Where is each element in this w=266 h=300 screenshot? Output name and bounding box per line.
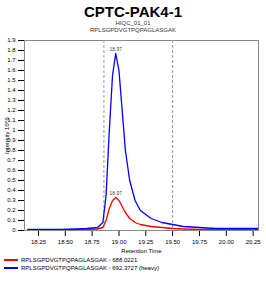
svg-text:1.2: 1.2	[7, 107, 16, 113]
svg-text:19.75: 19.75	[192, 239, 208, 245]
svg-text:20.00: 20.00	[219, 239, 235, 245]
svg-text:18.25: 18.25	[31, 239, 47, 245]
svg-text:0.7: 0.7	[7, 157, 16, 163]
svg-text:18.75: 18.75	[85, 239, 101, 245]
svg-text:19.50: 19.50	[165, 239, 181, 245]
svg-text:Retention Time: Retention Time	[121, 248, 162, 254]
svg-text:18.97: 18.97	[109, 46, 122, 52]
svg-text:1.1: 1.1	[7, 117, 16, 124]
svg-text:0.5: 0.5	[7, 177, 16, 183]
html-text:CPTC-PAK4-1: CPTC-PAK4-1	[84, 3, 182, 20]
svg-text:19.00: 19.00	[111, 239, 127, 245]
svg-text:1.8: 1.8	[7, 47, 16, 53]
svg-text:1.4: 1.4	[7, 87, 16, 93]
svg-text:0.6: 0.6	[7, 167, 16, 173]
svg-text:1.5: 1.5	[7, 77, 16, 83]
svg-text:Intensity 10^6: Intensity 10^6	[4, 116, 10, 154]
svg-text:0.1: 0.1	[7, 217, 16, 223]
svg-text:1.7: 1.7	[7, 57, 16, 63]
html-text:RPLSGPDVGTPQPAGLASGAK: RPLSGPDVGTPQPAGLASGAK	[90, 27, 176, 33]
svg-text:18.50: 18.50	[58, 239, 74, 245]
html-text:RPLSGPDVGTPQPAGLASGAK - 688.02: RPLSGPDVGTPQPAGLASGAK - 688.0221	[21, 257, 138, 263]
svg-text:1: 1	[12, 127, 16, 133]
svg-text:0.9: 0.9	[7, 137, 16, 144]
svg-text:1.3: 1.3	[7, 97, 16, 103]
svg-text:19.25: 19.25	[138, 239, 154, 245]
svg-text:20.25: 20.25	[246, 239, 262, 245]
svg-text:0.8: 0.8	[7, 147, 16, 154]
svg-text:0.4: 0.4	[7, 187, 16, 193]
svg-text:18.97: 18.97	[109, 190, 122, 196]
svg-text:1.9: 1.9	[7, 37, 16, 43]
svg-text:0: 0	[12, 227, 16, 233]
svg-text:0.2: 0.2	[7, 207, 16, 213]
svg-text:1.6: 1.6	[7, 67, 16, 73]
html-text:HIQC_01_01: HIQC_01_01	[115, 20, 151, 26]
html-text:RPLSGPDVGTPQPAGLASGAK - 692.37: RPLSGPDVGTPQPAGLASGAK - 692.3727 (heavy)	[21, 265, 159, 271]
svg-text:0.3: 0.3	[7, 197, 16, 203]
